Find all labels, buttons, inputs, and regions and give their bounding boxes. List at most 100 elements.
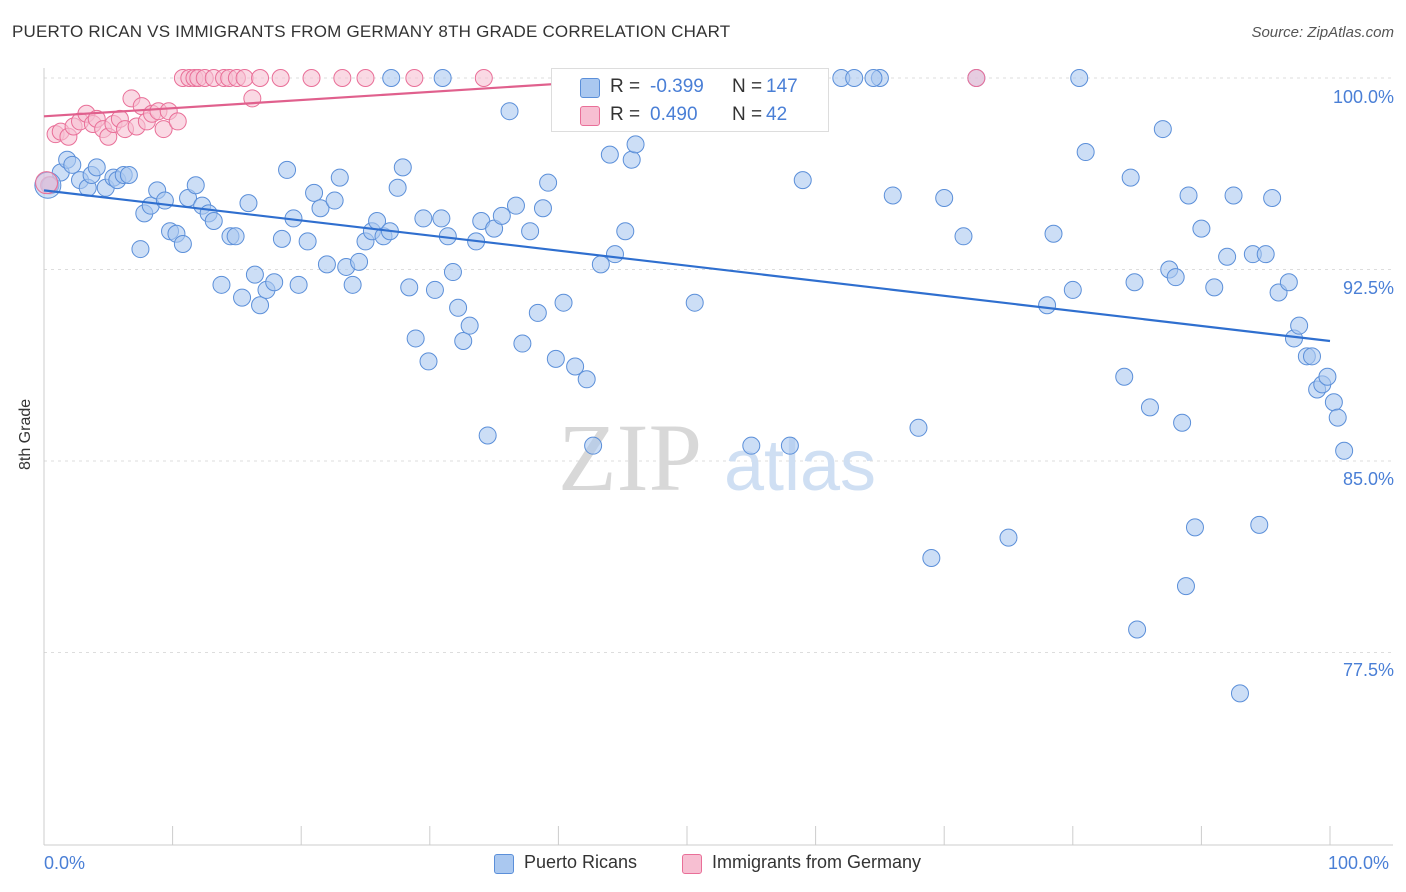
puerto-rican-point: [478, 426, 497, 445]
puerto-rican-point: [1063, 280, 1082, 299]
puerto-rican-point: [1328, 408, 1347, 427]
puerto-rican-point: [419, 352, 438, 371]
puerto-rican-point: [251, 296, 270, 315]
puerto-rican-point: [245, 265, 264, 284]
puerto-rican-point: [1128, 620, 1147, 639]
puerto-rican-point: [1185, 518, 1204, 537]
puerto-rican-point: [1256, 245, 1275, 264]
puerto-rican-point: [278, 160, 297, 179]
puerto-rican-point: [432, 209, 451, 228]
legend-r-label: R =: [610, 104, 641, 125]
puerto-rican-point: [1140, 398, 1159, 417]
puerto-rican-point: [305, 183, 324, 202]
puerto-rican-point: [87, 158, 106, 177]
germany-cluster-point: [35, 171, 59, 195]
puerto-rican-point: [1205, 278, 1224, 297]
puerto-rican-point: [204, 211, 223, 230]
bottom-legend-swatch-pink: [682, 854, 702, 874]
puerto-rican-point: [155, 191, 174, 210]
puerto-rican-point: [1224, 186, 1243, 205]
puerto-rican-point: [600, 145, 619, 164]
puerto-rican-point: [1179, 186, 1198, 205]
puerto-rican-point: [554, 293, 573, 312]
puerto-rican-point: [935, 189, 954, 208]
puerto-rican-point: [425, 280, 444, 299]
source-label: Source: ZipAtlas.com: [1251, 24, 1394, 41]
bottom-legend-swatch-blue: [494, 854, 514, 874]
puerto-rican-point: [317, 255, 336, 274]
legend-n-label: N =: [732, 76, 763, 97]
chart-title: PUERTO RICAN VS IMMIGRANTS FROM GERMANY …: [12, 22, 731, 41]
puerto-rican-point: [414, 209, 433, 228]
puerto-rican-point: [626, 135, 645, 154]
germany-point: [967, 69, 986, 87]
x-tick-label-max: 100.0%: [1328, 853, 1390, 873]
puerto-rican-point: [1230, 684, 1249, 703]
puerto-rican-point: [454, 331, 473, 350]
puerto-rican-point: [864, 69, 883, 87]
puerto-rican-point: [566, 357, 585, 376]
legend-n-value: 147: [766, 76, 798, 97]
x-tick-label-min: 0.0%: [44, 853, 86, 873]
puerto-rican-point: [1192, 219, 1211, 238]
legend-swatch-pink: [580, 106, 600, 126]
puerto-rican-point: [685, 293, 704, 312]
puerto-rican-point: [845, 69, 864, 87]
puerto-rican-point: [449, 298, 468, 317]
germany-trend-line: [43, 79, 610, 118]
puerto-rican-point: [186, 176, 205, 195]
puerto-rican-point: [1302, 347, 1321, 366]
puerto-rican-point: [1125, 273, 1144, 292]
puerto-rican-point: [591, 255, 610, 274]
puerto-rican-point: [1218, 247, 1237, 266]
puerto-rican-point: [460, 316, 479, 335]
puerto-rican-point: [173, 234, 192, 253]
puerto-rican-point: [1250, 515, 1269, 534]
puerto-rican-point: [1324, 393, 1343, 412]
y-tick-label-85: 85.0%: [1342, 469, 1394, 489]
legend-swatch-blue: [580, 78, 600, 98]
puerto-rican-point: [1038, 296, 1057, 315]
puerto-rican-point: [793, 171, 812, 190]
puerto-rican-point: [546, 349, 565, 368]
puerto-rican-point: [616, 222, 635, 241]
puerto-rican-point: [63, 155, 82, 174]
bottom-legend-germany: Immigrants from Germany: [712, 852, 922, 872]
y-tick-label-92-5: 92.5%: [1342, 278, 1394, 298]
puerto-rican-point: [1121, 168, 1140, 187]
puerto-rican-point: [212, 275, 231, 294]
legend-row-germany: R = 0.490 N = 42: [552, 101, 828, 129]
germany-point: [251, 69, 270, 87]
puerto-rican-point: [433, 69, 452, 87]
puerto-rican-point: [131, 240, 150, 259]
y-tick-label-100: 100.0%: [1332, 87, 1394, 107]
puerto-rican-point: [1263, 189, 1282, 208]
puerto-rican-point: [521, 222, 540, 241]
puerto-rican-point: [1335, 441, 1354, 460]
puerto-rican-point: [528, 303, 547, 322]
puerto-rican-point: [577, 370, 596, 389]
puerto-rican-point: [1044, 224, 1063, 243]
puerto-rican-point: [1115, 367, 1134, 386]
puerto-rican-point: [513, 334, 532, 353]
watermark-zip: ZIP: [558, 404, 702, 511]
puerto-rican-point: [1279, 273, 1298, 292]
puerto-rican-point: [533, 199, 552, 218]
puerto-rican-point: [298, 232, 317, 251]
puerto-rican-point: [311, 199, 330, 218]
puerto-rican-point: [909, 418, 928, 437]
puerto-rican-point: [393, 158, 412, 177]
puerto-rican-point: [350, 252, 369, 271]
puerto-rican-point: [443, 263, 462, 282]
germany-point: [356, 69, 375, 87]
puerto-rican-point: [325, 191, 344, 210]
puerto-rican-point: [883, 186, 902, 205]
legend-n-label: N =: [732, 104, 763, 125]
puerto-rican-point: [605, 245, 624, 264]
puerto-rican-point: [388, 178, 407, 197]
puerto-rican-point: [330, 168, 349, 187]
correlation-legend: R = -0.399 N = 147 R = 0.490 N = 42: [551, 68, 829, 132]
puerto-rican-trend-line: [43, 189, 1331, 343]
puerto-rican-point: [226, 227, 245, 246]
